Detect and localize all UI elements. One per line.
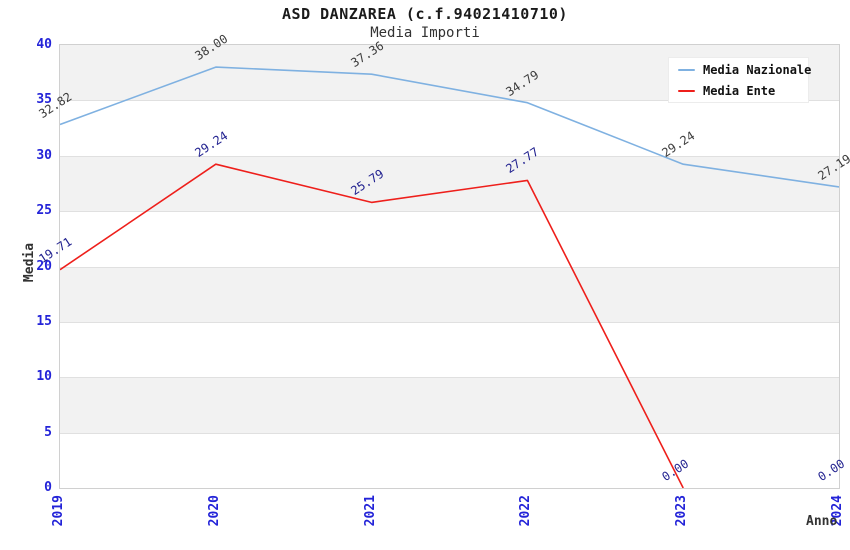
chart-title: ASD DANZAREA (c.f.94021410710) <box>282 5 568 23</box>
series-lines <box>60 66 839 488</box>
y-tick-label: 0 <box>44 480 52 495</box>
gridline <box>60 377 839 378</box>
y-tick-label: 35 <box>36 92 52 108</box>
series-line <box>60 66 839 188</box>
plot-area <box>59 44 840 489</box>
gridline <box>60 322 839 323</box>
x-tick-label: 2019 <box>51 495 66 527</box>
legend-item: Media Nazionale <box>678 61 811 78</box>
y-tick-label: 30 <box>36 147 52 163</box>
legend-item-label: Media Ente <box>703 83 776 98</box>
legend-item-label: Media Nazionale <box>703 62 812 77</box>
x-tick-label: 2022 <box>518 495 534 527</box>
y-tick-label: 25 <box>36 203 52 219</box>
y-tick-label: 10 <box>36 369 52 385</box>
plot-band <box>60 155 839 212</box>
gridline <box>60 433 839 434</box>
gridline <box>60 267 839 268</box>
plot-band <box>60 377 839 433</box>
legend-marker <box>678 89 695 92</box>
gridline <box>60 211 839 212</box>
y-tick-label: 5 <box>44 424 52 440</box>
legend-marker <box>678 68 695 71</box>
x-axis-title: Anno <box>806 514 838 529</box>
plot-band <box>60 266 839 322</box>
gridline <box>60 100 839 101</box>
chart-subtitle: Media Importi <box>370 25 480 41</box>
y-tick-label: 15 <box>36 313 52 329</box>
x-tick-label: 2020 <box>206 495 222 527</box>
x-tick-label: 2023 <box>674 495 690 527</box>
y-axis-title: Media <box>22 242 38 283</box>
legend-item: Media Ente <box>678 82 799 99</box>
series-line <box>60 163 684 488</box>
legend: Media Nazionale Media Ente <box>668 57 811 103</box>
x-tick-label: 2021 <box>362 495 378 527</box>
gridline <box>60 156 839 157</box>
